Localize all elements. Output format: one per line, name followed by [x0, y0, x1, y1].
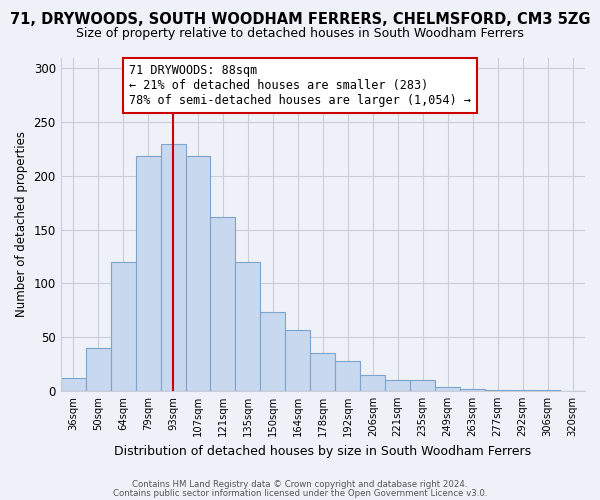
Bar: [161, 144, 185, 391]
Bar: [61, 378, 86, 391]
Bar: [335, 361, 360, 391]
Bar: [260, 312, 286, 391]
X-axis label: Distribution of detached houses by size in South Woodham Ferrers: Distribution of detached houses by size …: [114, 444, 532, 458]
Text: Contains public sector information licensed under the Open Government Licence v3: Contains public sector information licen…: [113, 488, 487, 498]
Bar: [86, 348, 110, 391]
Bar: [485, 390, 510, 391]
Bar: [211, 216, 235, 391]
Bar: [110, 262, 136, 391]
Bar: [435, 386, 460, 391]
Bar: [310, 354, 335, 391]
Text: Size of property relative to detached houses in South Woodham Ferrers: Size of property relative to detached ho…: [76, 28, 524, 40]
Bar: [410, 380, 435, 391]
Bar: [460, 389, 485, 391]
Text: 71 DRYWOODS: 88sqm
← 21% of detached houses are smaller (283)
78% of semi-detach: 71 DRYWOODS: 88sqm ← 21% of detached hou…: [129, 64, 471, 107]
Bar: [136, 156, 161, 391]
Text: 71, DRYWOODS, SOUTH WOODHAM FERRERS, CHELMSFORD, CM3 5ZG: 71, DRYWOODS, SOUTH WOODHAM FERRERS, CHE…: [10, 12, 590, 28]
Y-axis label: Number of detached properties: Number of detached properties: [15, 131, 28, 317]
Bar: [510, 390, 535, 391]
Bar: [360, 375, 385, 391]
Bar: [286, 330, 310, 391]
Bar: [185, 156, 211, 391]
Bar: [235, 262, 260, 391]
Bar: [535, 390, 560, 391]
Bar: [385, 380, 410, 391]
Text: Contains HM Land Registry data © Crown copyright and database right 2024.: Contains HM Land Registry data © Crown c…: [132, 480, 468, 489]
